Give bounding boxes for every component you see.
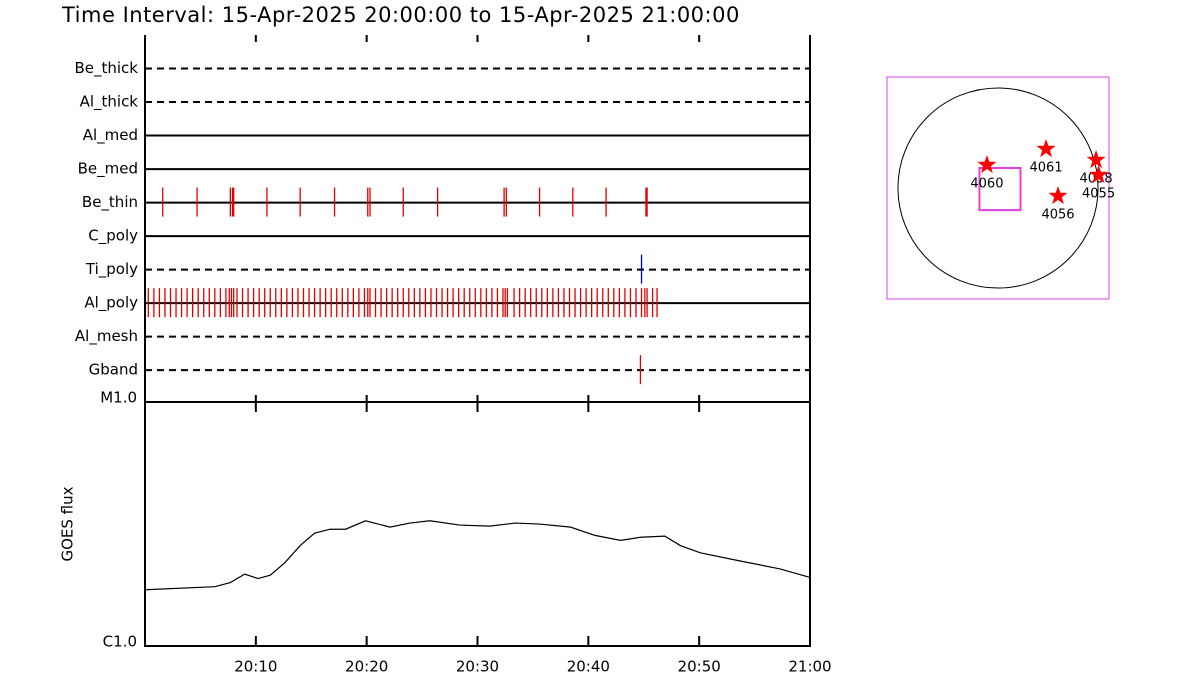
- row-label: Al_poly: [84, 294, 138, 313]
- region-label: 4056: [1041, 208, 1074, 223]
- y-tick-label: C1.0: [103, 633, 137, 651]
- x-tick-label: 20:20: [345, 658, 388, 676]
- x-tick-label: 20:50: [678, 658, 721, 676]
- goes-curve: [144, 520, 811, 591]
- region-star: [977, 155, 997, 174]
- row-label: Ti_poly: [85, 260, 138, 279]
- region-star: [1089, 165, 1109, 184]
- row-label: Al_med: [83, 126, 138, 145]
- x-tick-label: 20:40: [567, 658, 610, 676]
- region-label: 4061: [1030, 161, 1063, 176]
- y-tick-label: M1.0: [100, 389, 137, 407]
- title: Time Interval: 15-Apr-2025 20:00:00 to 1…: [61, 3, 740, 27]
- region-star: [1036, 139, 1056, 158]
- row-label: Al_thick: [80, 93, 139, 112]
- row-label: C_poly: [88, 227, 138, 246]
- region-label: 4055: [1082, 186, 1115, 201]
- region-label: 4060: [970, 176, 1003, 191]
- row-label: Gband: [89, 361, 138, 379]
- region-star: [1048, 186, 1068, 205]
- region-star: [1086, 150, 1106, 169]
- y-axis-label: GOES flux: [59, 486, 77, 561]
- row-label: Be_thick: [74, 59, 138, 78]
- x-tick-label: 20:30: [456, 658, 499, 676]
- plot-frame: [144, 401, 811, 647]
- row-label: Be_med: [78, 160, 138, 179]
- x-tick-label: 20:10: [234, 658, 277, 676]
- row-label: Be_thin: [82, 193, 138, 212]
- x-tick-label: 21:00: [788, 658, 831, 676]
- map-frame: [886, 76, 1110, 300]
- row-label: Al_mesh: [75, 327, 138, 346]
- field-of-view: [978, 166, 1022, 212]
- solar-disk: [897, 87, 1099, 289]
